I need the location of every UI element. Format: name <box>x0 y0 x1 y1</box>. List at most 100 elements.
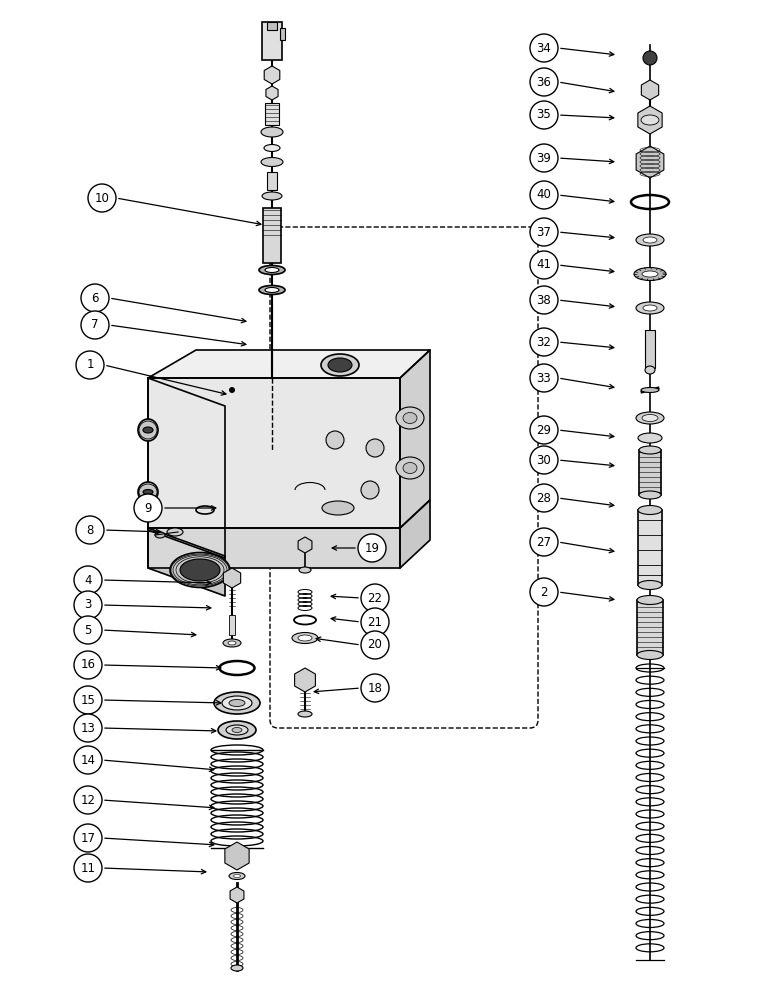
Ellipse shape <box>641 387 659 392</box>
Text: 11: 11 <box>80 861 96 874</box>
Ellipse shape <box>138 419 158 441</box>
Circle shape <box>530 101 558 129</box>
Text: 6: 6 <box>91 292 99 304</box>
Ellipse shape <box>403 462 417 474</box>
Text: 19: 19 <box>364 542 380 554</box>
Circle shape <box>530 144 558 172</box>
Text: 21: 21 <box>367 615 382 629</box>
Text: 12: 12 <box>80 794 96 806</box>
Circle shape <box>530 578 558 606</box>
Ellipse shape <box>638 580 662 589</box>
Ellipse shape <box>167 528 183 536</box>
Ellipse shape <box>636 412 664 424</box>
Circle shape <box>74 591 102 619</box>
Ellipse shape <box>170 552 230 587</box>
Circle shape <box>76 351 104 379</box>
Ellipse shape <box>638 506 662 514</box>
Ellipse shape <box>265 267 279 272</box>
Ellipse shape <box>223 639 241 647</box>
Text: 5: 5 <box>84 624 92 637</box>
Ellipse shape <box>292 633 318 644</box>
Ellipse shape <box>638 433 662 443</box>
Ellipse shape <box>298 635 312 641</box>
Ellipse shape <box>229 700 245 706</box>
Text: 18: 18 <box>367 682 382 694</box>
Text: 39: 39 <box>537 151 551 164</box>
Text: 37: 37 <box>537 226 551 238</box>
Circle shape <box>530 68 558 96</box>
Ellipse shape <box>228 641 236 645</box>
Ellipse shape <box>226 725 248 735</box>
Circle shape <box>74 854 102 882</box>
Circle shape <box>74 686 102 714</box>
Ellipse shape <box>637 595 663 604</box>
Ellipse shape <box>232 728 242 732</box>
Text: 7: 7 <box>91 318 99 332</box>
Circle shape <box>530 364 558 392</box>
Circle shape <box>326 431 344 449</box>
Ellipse shape <box>322 501 354 515</box>
Text: 27: 27 <box>537 536 551 548</box>
Circle shape <box>74 714 102 742</box>
Circle shape <box>74 786 102 814</box>
Ellipse shape <box>231 965 243 971</box>
Text: 20: 20 <box>367 639 382 652</box>
Ellipse shape <box>229 872 245 880</box>
Text: 13: 13 <box>80 722 96 734</box>
Ellipse shape <box>636 234 664 246</box>
Ellipse shape <box>396 457 424 479</box>
Text: 4: 4 <box>84 574 92 586</box>
Circle shape <box>229 387 235 393</box>
Ellipse shape <box>637 650 663 660</box>
Ellipse shape <box>639 491 661 499</box>
Ellipse shape <box>222 696 252 710</box>
Polygon shape <box>148 350 430 378</box>
Ellipse shape <box>403 412 417 424</box>
Polygon shape <box>400 350 430 528</box>
Bar <box>229 615 235 635</box>
Ellipse shape <box>143 427 153 433</box>
Circle shape <box>530 528 558 556</box>
Circle shape <box>74 651 102 679</box>
Text: 14: 14 <box>80 754 96 766</box>
Ellipse shape <box>264 144 280 151</box>
Text: 41: 41 <box>537 258 551 271</box>
Text: 34: 34 <box>537 41 551 54</box>
Polygon shape <box>148 528 400 568</box>
Ellipse shape <box>636 302 664 314</box>
Ellipse shape <box>138 482 158 502</box>
Circle shape <box>361 631 389 659</box>
Circle shape <box>530 484 558 512</box>
Circle shape <box>81 284 109 312</box>
Text: 36: 36 <box>537 76 551 89</box>
Circle shape <box>361 481 379 499</box>
Ellipse shape <box>143 489 153 494</box>
Bar <box>645 330 655 368</box>
Ellipse shape <box>321 354 359 376</box>
Ellipse shape <box>233 874 241 878</box>
Text: 22: 22 <box>367 591 382 604</box>
Circle shape <box>74 824 102 852</box>
Bar <box>265 103 279 125</box>
Circle shape <box>81 311 109 339</box>
Ellipse shape <box>259 286 285 294</box>
Circle shape <box>530 328 558 356</box>
Text: 32: 32 <box>537 336 551 349</box>
Bar <box>637 600 663 655</box>
Ellipse shape <box>218 721 256 739</box>
Ellipse shape <box>642 414 658 422</box>
Text: 35: 35 <box>537 108 551 121</box>
Text: 3: 3 <box>84 598 92 611</box>
Bar <box>639 450 661 495</box>
Text: 30: 30 <box>537 454 551 466</box>
Circle shape <box>74 746 102 774</box>
Circle shape <box>530 446 558 474</box>
Ellipse shape <box>261 127 283 137</box>
Text: 29: 29 <box>537 424 551 436</box>
Circle shape <box>530 218 558 246</box>
Polygon shape <box>400 500 430 568</box>
Circle shape <box>530 251 558 279</box>
Text: 8: 8 <box>86 524 93 536</box>
Ellipse shape <box>259 265 285 274</box>
Ellipse shape <box>214 692 260 714</box>
